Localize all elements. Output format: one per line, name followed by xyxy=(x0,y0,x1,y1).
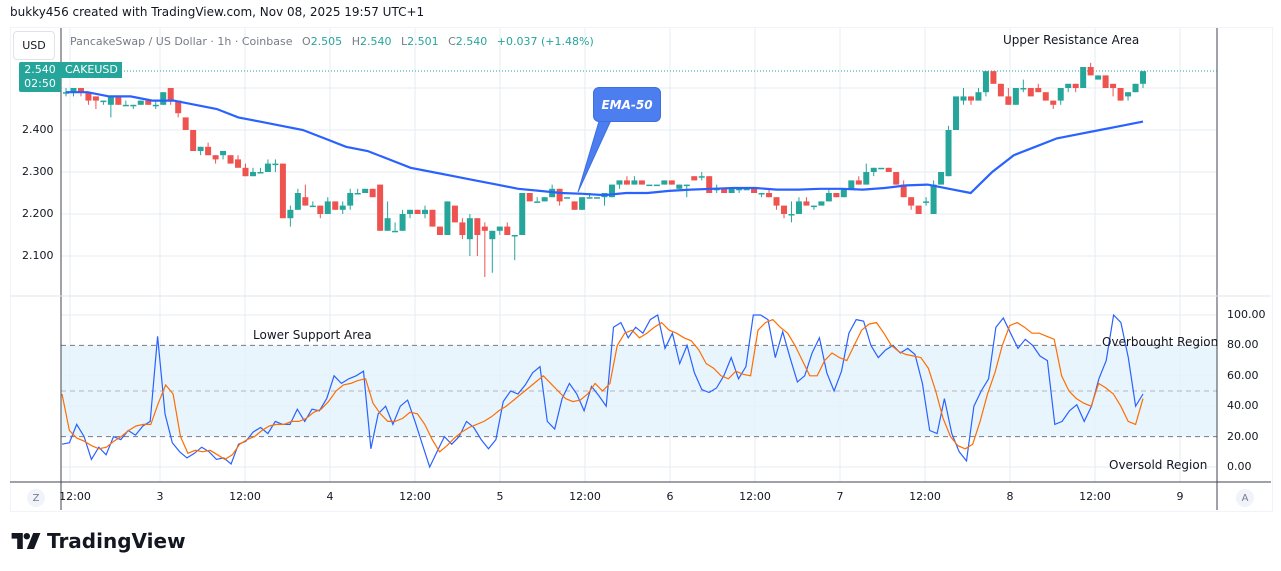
tradingview-logo[interactable]: TradingView xyxy=(11,529,186,553)
oscillator-axis-label: 100.00 xyxy=(1227,308,1266,321)
zoom-button[interactable]: Z xyxy=(27,489,45,507)
time-axis-label: 9 xyxy=(1176,490,1184,503)
time-axis-label: 12:00 xyxy=(909,490,941,503)
high-label: H xyxy=(351,35,360,48)
high-value: 2.540 xyxy=(359,35,392,48)
change-value: +0.037 (+1.48%) xyxy=(496,35,594,48)
overbought-label: Overbought Region xyxy=(1102,335,1219,349)
time-axis-label: 7 xyxy=(836,490,844,503)
lower-support-label: Lower Support Area xyxy=(253,328,372,342)
currency-button[interactable]: USD xyxy=(13,31,55,60)
time-axis-label: 8 xyxy=(1006,490,1014,503)
last-price-tag: 2.540 02:50 xyxy=(19,62,61,92)
time-axis-label: 3 xyxy=(156,490,164,503)
low-value: 2.501 xyxy=(407,35,439,48)
oscillator-axis-label: 40.00 xyxy=(1227,399,1259,413)
close-value: 2.540 xyxy=(455,35,488,48)
price-axis-label: 2.100 xyxy=(22,249,54,262)
bar-countdown: 02:50 xyxy=(24,77,56,90)
close-label: C xyxy=(448,35,456,48)
open-label: O xyxy=(302,35,311,48)
oscillator-axis-label: 80.00 xyxy=(1227,338,1259,352)
credit-text: bukky456 created with TradingView.com, N… xyxy=(10,5,425,19)
symbol-tag: CAKEUSD xyxy=(61,62,122,78)
time-axis-label: 12:00 xyxy=(739,490,771,503)
open-value: 2.505 xyxy=(310,35,343,48)
time-axis-label: 5 xyxy=(496,490,504,503)
time-axis-label: 12:00 xyxy=(569,490,601,503)
oscillator-axis-label: 60.00 xyxy=(1227,368,1259,382)
auto-scale-button[interactable]: A xyxy=(1236,489,1254,507)
last-price: 2.540 xyxy=(24,63,56,76)
time-axis-label: 12:00 xyxy=(399,490,431,503)
price-axis-label: 2.200 xyxy=(22,207,54,220)
price-axis-label: 2.400 xyxy=(22,123,54,136)
time-axis-label: 4 xyxy=(326,490,334,503)
time-axis-label: 12:00 xyxy=(1079,490,1111,503)
tradingview-logo-icon xyxy=(11,533,41,549)
symbol-legend: PancakeSwap / US Dollar · 1h · Coinbase … xyxy=(70,35,594,48)
price-axis-label: 2.300 xyxy=(22,165,54,178)
low-label: L xyxy=(400,35,408,48)
oscillator-axis-label: 0.00 xyxy=(1227,460,1252,473)
ema-50-callout: EMA-50 xyxy=(593,87,661,122)
symbol-description[interactable]: PancakeSwap / US Dollar · 1h · Coinbase xyxy=(70,35,293,48)
oscillator-axis-label: 20.00 xyxy=(1227,429,1259,443)
oversold-label: Oversold Region xyxy=(1109,458,1208,472)
logo-text: TradingView xyxy=(47,529,186,553)
upper-resistance-label: Upper Resistance Area xyxy=(1003,33,1140,47)
time-axis-label: 12:00 xyxy=(59,490,91,503)
time-axis-label: 6 xyxy=(666,490,674,503)
time-axis-label: 12:00 xyxy=(229,490,261,503)
